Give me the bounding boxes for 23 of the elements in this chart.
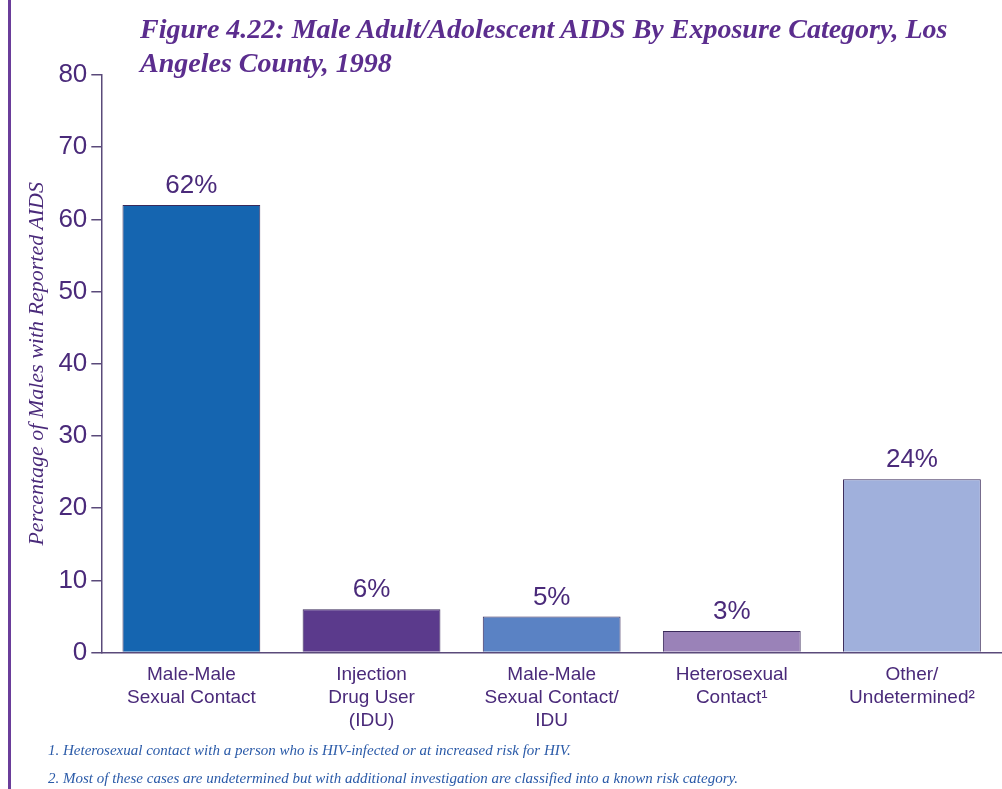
x-tick-label: Male-Male Sexual Contact bbox=[126, 663, 257, 708]
y-tick-label: 70 bbox=[58, 130, 88, 161]
x-tick-label: Heterosexual Contact¹ bbox=[675, 663, 788, 708]
y-tick-label: 0 bbox=[72, 635, 88, 666]
data-label: 24% bbox=[885, 443, 938, 474]
y-tick-label: 50 bbox=[58, 274, 88, 305]
y-tick-label: 10 bbox=[58, 563, 88, 594]
y-tick-label: 40 bbox=[58, 346, 88, 377]
data-label: 5% bbox=[532, 580, 571, 611]
data-label: 3% bbox=[713, 595, 751, 626]
text: 2. Most of these cases are undetermined but with additional investigation are classified into a known risk category. bbox=[48, 769, 739, 788]
y-tick-label: 30 bbox=[58, 419, 88, 450]
y-axis-title: Percentage of Males with Reported AIDS bbox=[22, 182, 48, 547]
data-label: 6% bbox=[352, 573, 391, 604]
chart-title: Figure 4.22: Male Adult/Adolescent AIDS By Exposure Category, Los Angeles County, 1998 bbox=[140, 12, 949, 80]
data-label: 62% bbox=[165, 169, 218, 200]
x-tick-label: Other/ Undetermined² bbox=[849, 663, 975, 708]
x-tick-label: Male-Male Sexual Contact/ IDU bbox=[484, 663, 620, 730]
x-tick-label: Injection Drug User (IDU) bbox=[328, 663, 416, 730]
y-tick-label: 60 bbox=[58, 202, 88, 233]
y-tick-label: 20 bbox=[58, 491, 88, 522]
y-tick-label: 80 bbox=[58, 58, 88, 89]
text: 1. Heterosexual contact with a person who is HIV-infected or at increased risk for HIV. bbox=[48, 741, 572, 760]
